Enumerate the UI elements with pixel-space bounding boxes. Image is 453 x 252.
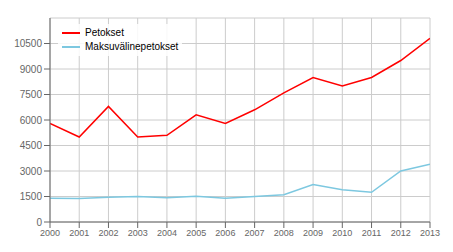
svg-text:2008: 2008 <box>274 228 294 238</box>
svg-text:7500: 7500 <box>20 89 43 100</box>
svg-text:2004: 2004 <box>157 228 177 238</box>
svg-text:2009: 2009 <box>303 228 323 238</box>
svg-text:10500: 10500 <box>14 38 42 49</box>
svg-text:2005: 2005 <box>186 228 206 238</box>
svg-text:2012: 2012 <box>391 228 411 238</box>
svg-text:2000: 2000 <box>40 228 60 238</box>
svg-text:2010: 2010 <box>332 228 352 238</box>
svg-text:9000: 9000 <box>20 64 43 75</box>
svg-text:2007: 2007 <box>245 228 265 238</box>
svg-text:6000: 6000 <box>20 115 43 126</box>
svg-text:3000: 3000 <box>20 166 43 177</box>
svg-text:1500: 1500 <box>20 191 43 202</box>
html-text:Petokset: Petokset <box>85 27 124 38</box>
svg-text:2001: 2001 <box>69 228 89 238</box>
svg-text:2006: 2006 <box>215 228 235 238</box>
svg-text:2003: 2003 <box>128 228 148 238</box>
svg-text:0: 0 <box>36 217 42 228</box>
html-text:Maksuvälinepetokset: Maksuvälinepetokset <box>85 41 179 52</box>
svg-text:2002: 2002 <box>98 228 118 238</box>
svg-text:2013: 2013 <box>420 228 440 238</box>
svg-text:4500: 4500 <box>20 140 43 151</box>
svg-text:2011: 2011 <box>362 228 381 238</box>
